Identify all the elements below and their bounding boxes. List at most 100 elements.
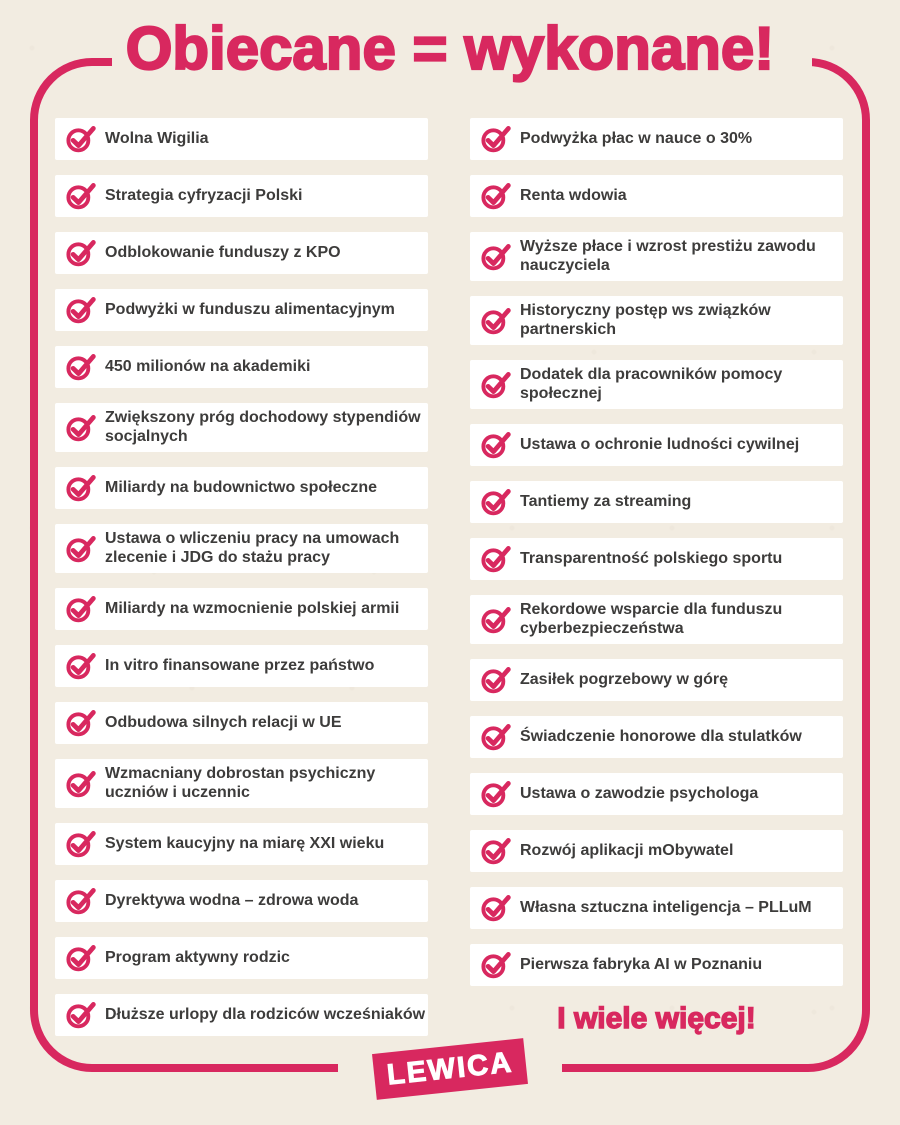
check-circle-icon <box>481 951 511 979</box>
checklist-item: Wzmacniany dobrostan psychiczny uczniów … <box>55 759 428 809</box>
checklist-item: In vitro finansowane przez państwo <box>55 645 428 688</box>
checklist-item-label: In vitro finansowane przez państwo <box>105 656 375 674</box>
check-circle-icon <box>481 780 511 808</box>
checklist-item-label: Pierwsza fabryka AI w Poznaniu <box>520 956 763 974</box>
check-circle-icon <box>481 606 511 634</box>
checklist-item: Zasiłek pogrzebowy w górę <box>470 659 843 702</box>
checklist-item: Dodatek dla pracowników pomocy społeczne… <box>470 360 843 410</box>
check-circle-icon <box>66 182 96 210</box>
checklist-item-label: Dyrektywa wodna – zdrowa woda <box>105 892 359 909</box>
checklist-item-label: Ustawa o wliczeniu pracy na umowach <box>105 530 400 548</box>
check-circle-icon <box>481 125 511 153</box>
check-circle-icon <box>66 239 96 267</box>
checklist-item: Odblokowanie funduszy z KPO <box>55 232 428 274</box>
checklist-item-label: Podwyżki w funduszu alimentacyjnym <box>105 300 395 318</box>
check-circle-icon <box>481 488 511 516</box>
check-circle-icon <box>66 535 96 563</box>
checklist-item: Historyczny postęp ws związków partnersk… <box>470 296 843 346</box>
checklist-item-label: Dłuższe urlopy dla rodziców wcześniaków <box>105 1006 426 1023</box>
check-circle-icon <box>66 944 96 972</box>
checklist-item: Ustawa o ochronie ludności cywilnej <box>470 424 843 467</box>
checklist-item-label: Świadczenie honorowe dla stulatków <box>520 728 802 746</box>
check-circle-icon <box>481 666 511 694</box>
checklist-item: 450 milionów na akademiki <box>55 346 428 388</box>
checklist-item-label: społecznej <box>520 384 602 402</box>
checklist-item-label: Wyższe płace i wzrost prestiżu zawodu <box>520 238 816 255</box>
checklist-item-label: partnerskich <box>520 320 617 338</box>
frame-mask-top <box>112 50 812 78</box>
checklist-item: Renta wdowia <box>470 175 843 217</box>
checklist-item-label: zlecenie i JDG do stażu pracy <box>105 548 330 566</box>
check-circle-icon <box>66 125 96 153</box>
checklist-item: Miliardy na wzmocnienie polskiej armii <box>55 588 428 631</box>
checklist-item-label: Program aktywny rodzic <box>105 949 290 966</box>
checklist-item: Tantiemy za streaming <box>470 481 843 524</box>
checklist-item: Odbudowa silnych relacji w UE <box>55 702 428 745</box>
checklist-item-label: socjalnych <box>105 427 188 445</box>
checklist-item-label: 450 milionów na akademiki <box>105 357 311 375</box>
checklist-item: Wyższe płace i wzrost prestiżu zawodu na… <box>470 232 843 282</box>
checklist-item-label: Historyczny postęp ws związków <box>520 302 771 320</box>
checklist-item: Transparentność polskiego sportu <box>470 538 843 581</box>
checklist-item: Program aktywny rodzic <box>55 937 428 980</box>
check-circle-icon <box>481 307 511 335</box>
page-title: Obiecane = wykonane! <box>125 14 776 83</box>
check-circle-icon <box>481 894 511 922</box>
checklist-item: System kaucyjny na miarę XXI wieku <box>55 823 428 866</box>
check-circle-icon <box>481 723 511 751</box>
check-circle-icon <box>481 431 511 459</box>
checklist-item-label: Rozwój aplikacji mObywatel <box>520 842 734 860</box>
and-much-more-text: I wiele więcej! <box>557 1002 757 1036</box>
checklist-item-label: Rekordowe wsparcie dla funduszu <box>520 601 783 619</box>
checklist-item-label: Miliardy na budownictwo społeczne <box>105 478 378 496</box>
checklist-item: Strategia cyfryzacji Polski <box>55 175 428 217</box>
checklist-column-right: Podwyżka płac w nauce o 30% Renta wdowia… <box>470 118 843 1036</box>
checklist-item-label: uczniów i uczennic <box>105 783 250 801</box>
check-circle-icon <box>481 837 511 865</box>
checklist-item-label: Zwiększony próg dochodowy stypendiów <box>105 409 421 426</box>
checklist-item-label: Odblokowanie funduszy z KPO <box>105 243 341 261</box>
checklist-item: Rekordowe wsparcie dla funduszu cyberbez… <box>470 595 843 645</box>
checklist-item-label: Wolna Wigilia <box>105 129 209 147</box>
checklist-item-label: cyberbezpieczeństwa <box>520 619 684 637</box>
check-circle-icon <box>481 243 511 271</box>
checklist-item-label: Odbudowa silnych relacji w UE <box>105 713 342 731</box>
checklist-item-label: Własna sztuczna inteligencja – PLLuM <box>520 899 812 917</box>
check-circle-icon <box>66 887 96 915</box>
checklist-item: Dłuższe urlopy dla rodziców wcześniaków <box>55 994 428 1037</box>
check-circle-icon <box>481 371 511 399</box>
checklist-item-label: Zasiłek pogrzebowy w górę <box>520 671 729 689</box>
checklist-item: Ustawa o wliczeniu pracy na umowach zlec… <box>55 524 428 574</box>
checklist-item: Ustawa o zawodzie psychologa <box>470 773 843 816</box>
check-circle-icon <box>481 545 511 573</box>
checklist-item-label: System kaucyjny na miarę XXI wieku <box>105 835 385 852</box>
checklist-item-label: Ustawa o ochronie ludności cywilnej <box>520 436 800 453</box>
checklist-item: Podwyżka płac w nauce o 30% <box>470 118 843 160</box>
check-circle-icon <box>66 830 96 858</box>
checklist-item-label: nauczyciela <box>520 256 610 274</box>
checklist-item-label: Ustawa o zawodzie psychologa <box>520 785 759 803</box>
checklist-item-label: Podwyżka płac w nauce o 30% <box>520 129 753 147</box>
checklist-item-label: Strategia cyfryzacji Polski <box>105 186 303 204</box>
check-circle-icon <box>66 595 96 623</box>
check-circle-icon <box>66 652 96 680</box>
checklist-item: Dyrektywa wodna – zdrowa woda <box>55 880 428 923</box>
check-circle-icon <box>481 182 511 210</box>
checklist-item-label: Miliardy na wzmocnienie polskiej armii <box>105 599 400 617</box>
checklist-item-label: Wzmacniany dobrostan psychiczny <box>105 765 376 783</box>
check-circle-icon <box>66 474 96 502</box>
checklist-column-left: Wolna Wigilia Strategia cyfryzacji Polsk… <box>55 118 428 1051</box>
checklist-item: Własna sztuczna inteligencja – PLLuM <box>470 887 843 930</box>
check-circle-icon <box>66 296 96 324</box>
checklist-item-label: Renta wdowia <box>520 186 627 204</box>
check-circle-icon <box>66 770 96 798</box>
checklist-item-label: Transparentność polskiego sportu <box>520 550 783 567</box>
checklist-item: Świadczenie honorowe dla stulatków <box>470 716 843 759</box>
checklist-item: Rozwój aplikacji mObywatel <box>470 830 843 873</box>
check-circle-icon <box>66 1001 96 1029</box>
checklist-item-label: Dodatek dla pracowników pomocy <box>520 366 783 384</box>
checklist-item-label: Tantiemy za streaming <box>520 493 692 510</box>
checklist-item: Zwiększony próg dochodowy stypendiów soc… <box>55 403 428 453</box>
checklist-item: Wolna Wigilia <box>55 118 428 160</box>
